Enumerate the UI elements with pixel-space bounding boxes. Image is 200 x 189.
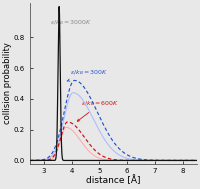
- Y-axis label: collision probability: collision probability: [3, 43, 12, 124]
- Text: $\varepsilon/k_B = 300K$: $\varepsilon/k_B = 300K$: [67, 68, 109, 81]
- X-axis label: distance [Å]: distance [Å]: [86, 176, 140, 186]
- Text: $\varepsilon/k_B = 600K$: $\varepsilon/k_B = 600K$: [77, 99, 120, 121]
- Text: $\varepsilon/k_B = 3000K$: $\varepsilon/k_B = 3000K$: [50, 18, 92, 27]
